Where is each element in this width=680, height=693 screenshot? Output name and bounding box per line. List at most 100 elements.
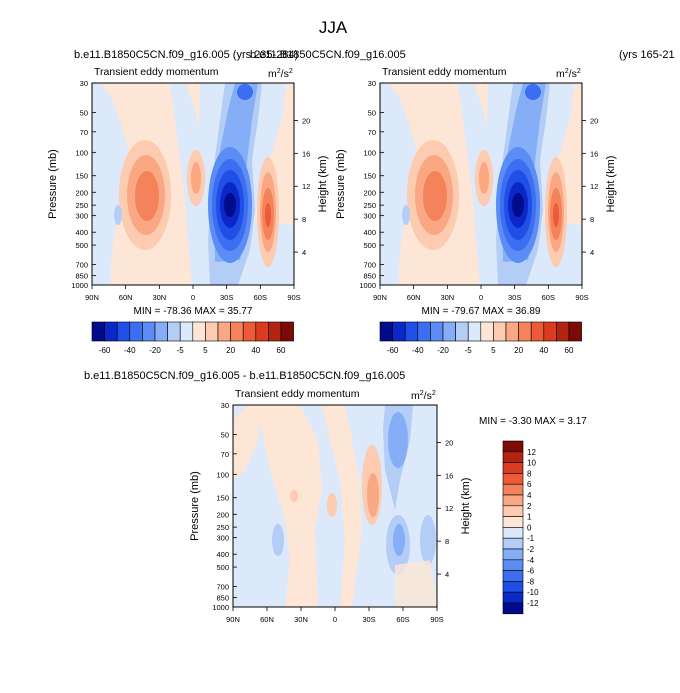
- contour-field-diff: [233, 405, 437, 607]
- y-tick-label: 200: [75, 188, 88, 197]
- colorbar-swatch: [502, 440, 524, 453]
- colorbar-swatch: [417, 321, 431, 342]
- field-label-left: Transient eddy momentum: [94, 66, 219, 78]
- colorbar-label: 60: [565, 346, 574, 355]
- svg-text:m2/s2: m2/s2: [268, 68, 293, 80]
- y-tick-label: 400: [363, 228, 376, 237]
- x-tick-label: 0: [479, 293, 483, 302]
- y2-ticks-right: 20 16 12 8 4: [582, 116, 598, 257]
- y-tick-label: 850: [75, 272, 88, 281]
- y2-ticks-diff: 20 16 12 8 4: [437, 438, 453, 579]
- y-tick-label: 1000: [359, 281, 376, 290]
- y2-tick-label: 4: [445, 570, 449, 579]
- colorbar-swatch: [379, 321, 393, 342]
- colorbar-swatch: [280, 321, 294, 342]
- y-tick-label: 50: [221, 430, 229, 439]
- y2-tick-label: 8: [445, 537, 449, 546]
- colorbar-swatch: [568, 321, 582, 342]
- x-tick-label: 90S: [575, 293, 588, 302]
- colorbar-swatch: [518, 321, 532, 342]
- x-tick-label: 60N: [260, 615, 274, 624]
- colorbar-swatch: [502, 483, 524, 496]
- colorbar-label: 0: [527, 523, 532, 532]
- colorbar-swatch: [154, 321, 168, 342]
- svg-text:m2/s2: m2/s2: [411, 390, 436, 402]
- colorbar-label: 2: [527, 502, 532, 511]
- colorbar-label: 6: [527, 480, 532, 489]
- colorbar-label: -40: [124, 346, 136, 355]
- colorbar-swatch: [502, 602, 524, 615]
- colorbar-swatch: [442, 321, 456, 342]
- y-tick-label: 100: [363, 148, 376, 157]
- colorbar-swatch: [217, 321, 231, 342]
- colorbar-swatch: [268, 321, 282, 342]
- y-tick-label: 700: [363, 260, 376, 269]
- colorbar-swatch: [116, 321, 131, 342]
- colorbar-label: 1: [527, 513, 532, 522]
- y-tick-label: 700: [216, 582, 229, 591]
- y2-tick-label: 12: [590, 182, 598, 191]
- colorbar-label: 20: [226, 346, 235, 355]
- y2-tick-label: 8: [590, 215, 594, 224]
- y-tick-label: 200: [363, 188, 376, 197]
- y-tick-label: 500: [363, 241, 376, 250]
- colorbar-swatch: [502, 527, 524, 539]
- colorbar-swatch: [192, 321, 206, 342]
- y2-tick-label: 20: [445, 438, 453, 447]
- colorbar-label: -5: [465, 346, 473, 355]
- y-tick-label: 400: [216, 550, 229, 559]
- y2-tick-label: 4: [302, 248, 306, 257]
- colorbar-swatch: [91, 321, 105, 342]
- x-tick-label: 0: [191, 293, 195, 302]
- y2-tick-label: 8: [302, 215, 306, 224]
- x-tick-label: 30S: [508, 293, 521, 302]
- x-tick-label: 60S: [396, 615, 409, 624]
- y-tick-label: 300: [363, 212, 376, 221]
- field-label-right: Transient eddy momentum: [382, 66, 507, 78]
- x-tick-label: 30S: [220, 293, 233, 302]
- colorbar-swatch: [502, 548, 524, 561]
- x-tick-label: 30N: [152, 293, 166, 302]
- colorbar-swatch: [392, 321, 406, 342]
- y-tick-label: 250: [216, 523, 229, 532]
- contour-field-right: [380, 83, 582, 285]
- y2-axis-label-diff: Height (km): [460, 478, 472, 535]
- y-tick-label: 70: [221, 450, 229, 459]
- colorbar-label: 8: [527, 469, 532, 478]
- colorbar-swatch: [205, 321, 219, 342]
- panel-difference: b.e11.B1850C5CN.f09_g16.005 - b.e11.B185…: [84, 370, 587, 624]
- colorbar-right: -60 -40 -20 -5 5 20 40 60: [379, 321, 582, 355]
- colorbar-label: -12: [527, 599, 539, 608]
- colorbar-label: -5: [177, 346, 185, 355]
- colorbar-swatch: [129, 321, 143, 342]
- case-title-right: (yrs 165-21: [619, 49, 675, 61]
- colorbar-swatch: [480, 321, 494, 342]
- colorbar-swatch: [556, 321, 570, 342]
- colorbar-swatch: [502, 570, 524, 582]
- colorbar-label: -60: [99, 346, 111, 355]
- colorbar-swatch: [502, 473, 524, 485]
- field-label-diff: Transient eddy momentum: [235, 388, 360, 400]
- y-tick-label: 100: [75, 148, 88, 157]
- colorbar-label: -2: [527, 545, 535, 554]
- colorbar-swatch: [502, 494, 524, 507]
- x-tick-label: 60N: [119, 293, 133, 302]
- x-tick-label: 30N: [440, 293, 454, 302]
- x-tick-label: 90S: [287, 293, 300, 302]
- colorbar-label: -60: [387, 346, 399, 355]
- y-tick-label: 30: [221, 401, 229, 410]
- y-tick-label: 30: [80, 79, 88, 88]
- y2-tick-label: 20: [302, 116, 310, 125]
- colorbar-swatch: [502, 505, 524, 517]
- colorbar-swatch: [104, 321, 118, 342]
- y2-tick-label: 20: [590, 116, 598, 125]
- min-max-right: MIN = -79.67 MAX = 36.89: [422, 306, 541, 317]
- colorbar-swatch: [179, 321, 194, 342]
- colorbar-label: -20: [437, 346, 449, 355]
- colorbar-label: 5: [491, 346, 496, 355]
- contour-field-left: [92, 83, 294, 285]
- x-tick-label: 90N: [373, 293, 387, 302]
